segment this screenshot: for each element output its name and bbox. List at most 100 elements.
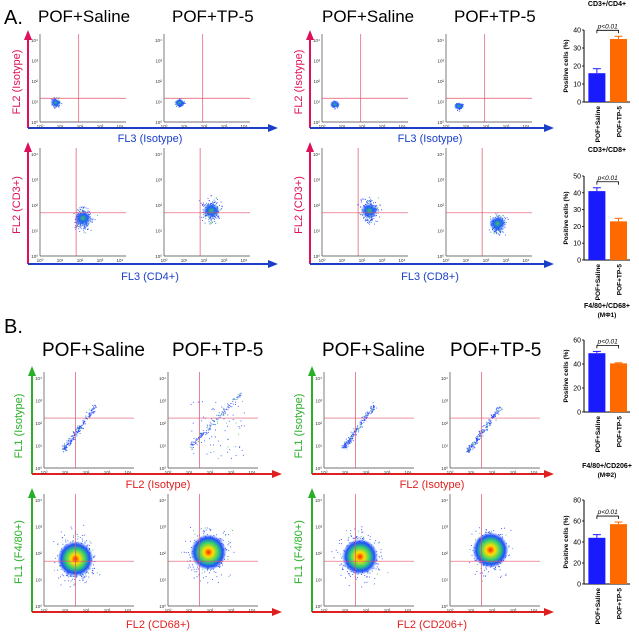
event-dot: [188, 554, 190, 556]
event-dot: [81, 427, 83, 429]
event-dot: [217, 422, 218, 424]
event-dot: [495, 415, 497, 417]
event-dot: [95, 404, 97, 406]
tick-label: 10¹: [57, 258, 64, 263]
event-dot: [213, 220, 215, 222]
event-dot: [356, 426, 358, 428]
event-dot: [349, 438, 351, 440]
event-dot: [354, 430, 356, 432]
event-dot: [473, 445, 475, 447]
event-dot: [356, 427, 358, 429]
event-dot: [86, 225, 88, 227]
event-dot: [351, 441, 352, 443]
bar-y-tick-label: 30: [573, 207, 581, 214]
panel-b-right-block: FL1 (Isotype) FL2 (Isotype) FL1 (F4/80+)…: [293, 366, 554, 631]
event-dot: [203, 205, 205, 207]
event-dot: [57, 98, 59, 100]
tick-label: 10⁴: [405, 608, 412, 613]
event-dot: [493, 416, 495, 418]
event-dot: [364, 416, 366, 418]
event-dot: [201, 435, 203, 437]
event-dot: [378, 541, 380, 543]
event-dot: [232, 419, 234, 420]
event-dot: [191, 447, 193, 449]
event-dot: [87, 225, 89, 227]
tick-label: 10⁴: [249, 470, 256, 475]
event-dot: [375, 407, 377, 409]
event-dot: [56, 555, 58, 557]
event-dot: [83, 422, 85, 424]
event-dot: [501, 408, 503, 410]
tick-label: 10⁴: [441, 376, 448, 381]
event-dot: [367, 414, 369, 416]
p-value-label: p<0.01: [597, 175, 618, 182]
event-dot: [69, 441, 71, 443]
tick-label: 10¹: [35, 578, 42, 583]
event-dot: [219, 445, 221, 447]
tick-label: 10¹: [437, 100, 444, 105]
event-dot: [348, 440, 349, 442]
event-dots: [62, 404, 97, 453]
event-dot: [76, 435, 78, 437]
event-dot: [202, 216, 204, 218]
event-dot: [239, 447, 240, 449]
tick-label: 10³: [31, 59, 38, 64]
bar-y-tick-label: 40: [573, 362, 581, 369]
event-dot: [221, 538, 223, 540]
event-dot: [508, 546, 510, 548]
event-dot: [70, 442, 72, 444]
event-dot: [350, 439, 352, 441]
event-dot: [53, 97, 55, 98]
event-dot: [87, 229, 88, 230]
event-dot: [67, 574, 68, 576]
event-dot: [201, 436, 203, 438]
tick-label: 10²: [207, 470, 214, 475]
event-dot: [197, 535, 199, 537]
event-dot: [86, 418, 88, 419]
event-dot: [369, 539, 371, 541]
event-dot: [468, 447, 470, 449]
event-dot: [234, 398, 235, 400]
tick-label: 10¹: [62, 608, 69, 613]
event-dot: [87, 224, 89, 226]
event-dot: [468, 446, 470, 448]
event-dot: [346, 444, 348, 446]
event-dot: [345, 443, 347, 444]
axis-b-left-stain-x: FL2 (CD68+): [126, 619, 190, 631]
event-dot: [76, 428, 78, 430]
event-dot: [473, 557, 475, 559]
event-dot: [207, 527, 209, 529]
bar: [610, 363, 627, 412]
event-dot: [379, 216, 381, 218]
tick-label: 10⁴: [159, 376, 166, 381]
event-dot: [217, 199, 219, 201]
event-dot: [355, 431, 357, 433]
event-dot: [468, 451, 470, 453]
event-dot: [77, 210, 79, 211]
event-dot: [366, 414, 368, 416]
event-dot: [342, 569, 344, 570]
event-dot: [58, 106, 60, 108]
event-dot: [371, 570, 373, 572]
event-dot: [93, 407, 95, 409]
tick-label: 10⁴: [117, 258, 124, 263]
event-dot: [221, 206, 223, 208]
event-dot: [196, 444, 198, 446]
event-dot: [505, 573, 507, 575]
event-dot: [223, 408, 225, 410]
event-dot: [50, 98, 52, 100]
event-dot: [344, 447, 346, 449]
bar-y-label: Positive cells (%): [563, 349, 570, 402]
event-dot: [184, 100, 185, 102]
tick-label: 10¹: [62, 470, 69, 475]
event-dot: [87, 210, 89, 212]
event-dot: [487, 422, 489, 424]
event-dot: [469, 448, 471, 449]
event-dot: [457, 109, 459, 111]
event-dot: [95, 406, 97, 408]
event-dot: [185, 540, 187, 542]
event-dot: [498, 411, 500, 412]
event-dot: [365, 219, 367, 221]
event-dot: [67, 540, 69, 542]
